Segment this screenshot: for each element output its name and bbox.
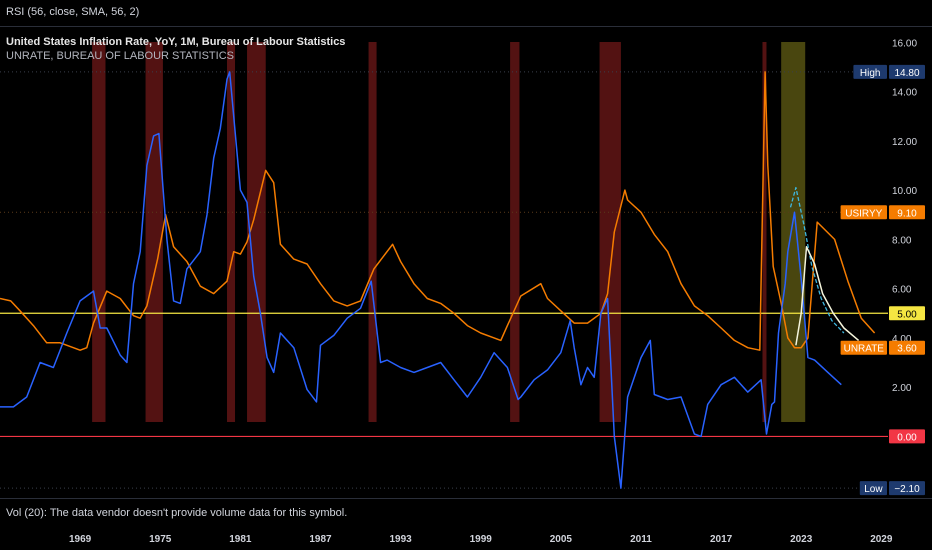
recession-band-5	[510, 42, 520, 422]
x-tick-label-3: 1987	[309, 534, 332, 545]
y-tick-label-2: 12.00	[892, 137, 917, 148]
badge-value-1: 9.10	[897, 208, 917, 219]
chart-title[interactable]: United States Inflation Rate, YoY, 1M, B…	[6, 36, 346, 48]
recession-bands	[92, 42, 806, 422]
y-tick-label-5: 6.00	[892, 285, 912, 296]
y-tick-label-1: 14.00	[892, 88, 917, 99]
x-tick-label-1: 1975	[149, 534, 172, 545]
y-tick-label-4: 8.00	[892, 235, 912, 246]
y-axis: 16.00 14.00 12.00 10.00 8.00 6.00 4.00 2.00	[892, 38, 917, 394]
volume-indicator-note[interactable]: Vol (20): The data vendor doesn't provid…	[6, 507, 348, 519]
x-tick-label-10: 2029	[870, 534, 893, 545]
y-tick-label-6: 4.00	[892, 334, 912, 345]
badge-value-0: 14.80	[894, 68, 919, 79]
x-tick-label-5: 1999	[470, 534, 493, 545]
recession-band-6	[599, 42, 621, 422]
badge-value-5: −2.10	[894, 484, 920, 495]
badge-label-0: High	[860, 68, 881, 79]
x-tick-label-0: 1969	[69, 534, 92, 545]
recession-band-0	[92, 42, 106, 422]
badge-value-2: 5.00	[897, 309, 917, 320]
grid-lines	[0, 71, 888, 489]
pane-separator-top	[0, 26, 932, 27]
recession-band-3	[247, 42, 266, 422]
y-tick-label-7: 2.00	[892, 383, 912, 394]
chart-subtitle[interactable]: UNRATE, BUREAU OF LABOUR STATISTICS	[6, 50, 234, 62]
recession-band-7	[762, 42, 767, 422]
series-lines	[0, 71, 876, 489]
recession-band-2	[227, 42, 236, 422]
badge-label-3: UNRATE	[844, 344, 885, 355]
series-line-forecast_cyan	[789, 186, 845, 334]
price-badges: 14.80 High 9.10 USIRYY 5.00 3.60 UNRATE 0.00 −2.…	[840, 64, 925, 496]
badge-value-bg-4	[889, 429, 925, 444]
badge-value-4: 0.00	[897, 432, 917, 443]
x-tick-label-2: 1981	[229, 534, 252, 545]
series-line-forecast_white	[795, 246, 860, 346]
badge-label-bg-1	[840, 205, 887, 220]
badge-label-bg-3	[840, 340, 887, 355]
badge-value-bg-5	[889, 481, 925, 496]
x-tick-label-6: 2005	[550, 534, 573, 545]
badge-label-1: USIRYY	[845, 208, 882, 219]
y-tick-label-3: 10.00	[892, 186, 917, 197]
x-tick-label-8: 2017	[710, 534, 733, 545]
x-tick-label-4: 1993	[389, 534, 412, 545]
x-axis: 1969 1975 1981 1987 1993 1999 2005 2011 2017 2023…	[69, 534, 893, 545]
badge-value-bg-0	[889, 64, 925, 79]
badge-value-bg-3	[889, 340, 925, 355]
highlight-band	[781, 42, 806, 422]
badge-value-3: 3.60	[897, 344, 917, 355]
rsi-indicator-label[interactable]: RSI (56, close, SMA, 56, 2)	[6, 6, 140, 18]
badge-label-bg-0	[853, 64, 887, 79]
x-tick-label-9: 2023	[790, 534, 813, 545]
series-line-unrate	[0, 71, 876, 351]
x-tick-label-7: 2011	[630, 534, 652, 545]
series-line-inflation	[0, 71, 842, 489]
badge-label-bg-5	[859, 481, 887, 496]
badge-value-bg-2	[889, 306, 925, 321]
pane-separator-volume	[0, 498, 932, 499]
y-tick-label-0: 16.00	[892, 38, 917, 49]
recession-band-4	[368, 42, 377, 422]
recession-band-1	[145, 42, 163, 422]
badge-label-5: Low	[864, 484, 883, 495]
badge-value-bg-1	[889, 205, 925, 220]
